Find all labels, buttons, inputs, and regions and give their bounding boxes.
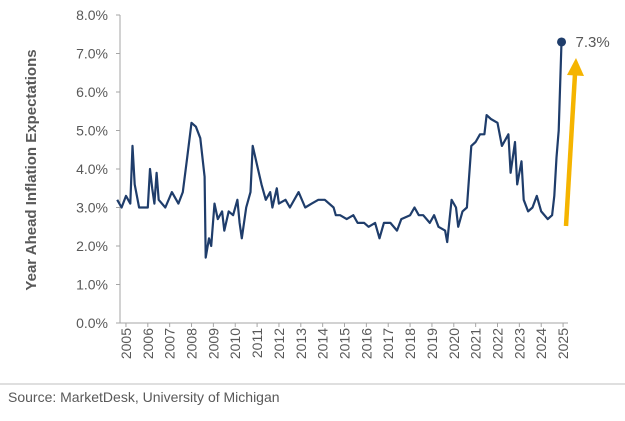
x-tick-label: 2020 [446, 328, 462, 359]
x-tick-label: 2021 [468, 328, 484, 359]
y-tick-label: 4.0% [76, 161, 108, 177]
x-tick-label: 2011 [249, 328, 265, 358]
arrow-shaft [563, 73, 578, 227]
annotation: 7.3% [576, 34, 610, 51]
x-tick-label: 2015 [337, 328, 353, 359]
y-tick-label: 0.0% [76, 315, 108, 331]
x-tick-label: 2025 [555, 328, 571, 359]
x-tick-label: 2019 [424, 328, 440, 359]
y-axis-label: Year Ahead Inflation Expectations [23, 49, 40, 290]
x-tick-label: 2007 [162, 328, 178, 359]
y-tick-label: 2.0% [76, 238, 108, 254]
x-tick-label: 2006 [140, 328, 156, 359]
x-tick-label: 2009 [205, 328, 221, 359]
y-tick-label: 1.0% [76, 277, 108, 293]
y-tick-label: 6.0% [76, 84, 108, 100]
x-tick-label: 2013 [293, 328, 309, 359]
x-tick-label: 2018 [402, 328, 418, 359]
x-tick-label: 2008 [184, 328, 200, 359]
y-tick-label: 7.0% [76, 46, 108, 62]
x-tick-label: 2010 [227, 328, 243, 359]
source: Source: MarketDesk, University of Michig… [8, 389, 280, 405]
end-point [557, 37, 567, 47]
x-tick-label: 2016 [358, 328, 374, 359]
line [116, 41, 563, 259]
x-tick-label: 2022 [490, 328, 506, 359]
x-tick-label: 2024 [533, 328, 549, 359]
y-tick-label: 5.0% [76, 123, 108, 139]
x-tick-label: 2012 [271, 328, 287, 359]
y-tick-label: 3.0% [76, 200, 108, 216]
x-tick-label: 2014 [315, 328, 331, 359]
x-tick-label: 2005 [118, 328, 134, 359]
x-tick-label: 2023 [511, 328, 527, 359]
x-tick-label: 2017 [380, 328, 396, 359]
y-tick-label: 8.0% [76, 7, 108, 23]
arrow-head [567, 58, 584, 76]
